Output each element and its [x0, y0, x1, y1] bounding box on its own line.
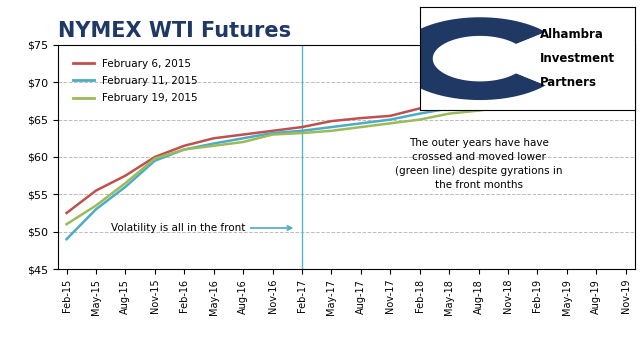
- Text: The outer years have have
crossed and moved lower
(green line) despite gyrations: The outer years have have crossed and mo…: [395, 138, 562, 190]
- Text: Volatility is all in the front: Volatility is all in the front: [111, 223, 292, 233]
- Legend: February 6, 2015, February 11, 2015, February 19, 2015: February 6, 2015, February 11, 2015, Feb…: [69, 55, 202, 107]
- Text: Investment: Investment: [540, 52, 615, 65]
- Text: Alhambra: Alhambra: [540, 28, 604, 41]
- Polygon shape: [394, 17, 545, 100]
- Wedge shape: [480, 29, 577, 89]
- Text: NYMEX WTI Futures: NYMEX WTI Futures: [58, 20, 291, 40]
- Text: Partners: Partners: [540, 76, 597, 89]
